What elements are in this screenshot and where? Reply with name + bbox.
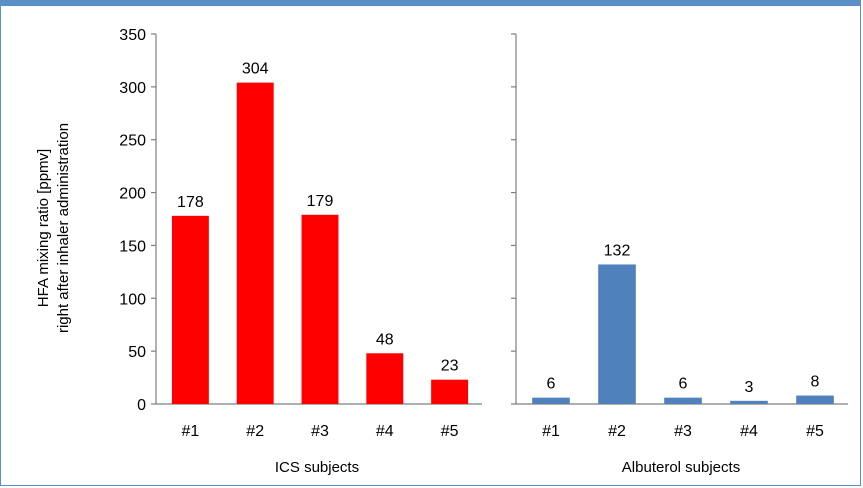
ics-y-tick-label: 100	[119, 291, 146, 308]
albuterol-bar-4	[730, 400, 768, 404]
albuterol-bar-5	[796, 395, 834, 404]
albuterol-data-label-1: 6	[547, 376, 556, 393]
ics-x-tick-label-2: #2	[246, 423, 264, 440]
y-axis-title: HFA mixing ratio [ppmv] right after inha…	[35, 123, 72, 333]
albuterol-data-label-4: 3	[745, 379, 754, 396]
y-axis-title-line-1: HFA mixing ratio [ppmv]	[35, 149, 52, 307]
albuterol-data-label-2: 132	[604, 242, 631, 259]
albuterol-x-tick-label-3: #3	[674, 423, 692, 440]
albuterol-bar-3	[664, 397, 702, 404]
albuterol-x-tick-label-5: #5	[806, 423, 824, 440]
ics-bar-3	[301, 214, 339, 404]
ics-data-label-1: 178	[177, 194, 204, 211]
ics-data-label-2: 304	[242, 61, 269, 78]
ics-y-tick-label: 350	[119, 27, 146, 44]
ics-y-tick-label: 0	[137, 397, 146, 414]
albuterol-x-tick-label-2: #2	[608, 423, 626, 440]
ics-x-tick-label-5: #5	[441, 423, 459, 440]
ics-y-tick-label: 50	[128, 344, 146, 361]
albuterol-x-tick-label-1: #1	[542, 423, 560, 440]
ics-data-label-5: 23	[441, 358, 459, 375]
ics-x-tick-label-1: #1	[182, 423, 200, 440]
albuterol-x-tick-label-4: #4	[740, 423, 758, 440]
ics-y-tick-label: 250	[119, 133, 146, 150]
ics-x-tick-label-3: #3	[311, 423, 329, 440]
ics-data-label-4: 48	[376, 331, 394, 348]
ics-data-label-3: 179	[307, 193, 334, 210]
albuterol-bar-2	[598, 264, 636, 404]
albuterol-data-label-5: 8	[811, 374, 820, 391]
ics-y-tick-label: 300	[119, 80, 146, 97]
albuterol-x-axis-title: Albuterol subjects	[622, 459, 740, 476]
albuterol-data-label-3: 6	[679, 376, 688, 393]
ics-y-tick-label: 150	[119, 238, 146, 255]
y-axis-title-line-2: right after inhaler administration	[55, 123, 72, 333]
albuterol-bar-1	[532, 397, 570, 404]
ics-x-axis-title: ICS subjects	[275, 459, 359, 476]
ics-bar-1	[171, 215, 209, 404]
ics-bar-5	[431, 379, 469, 404]
ics-x-tick-label-4: #4	[376, 423, 394, 440]
ics-y-tick-label: 200	[119, 186, 146, 203]
ics-bar-2	[236, 82, 274, 404]
ics-bar-4	[366, 353, 404, 404]
